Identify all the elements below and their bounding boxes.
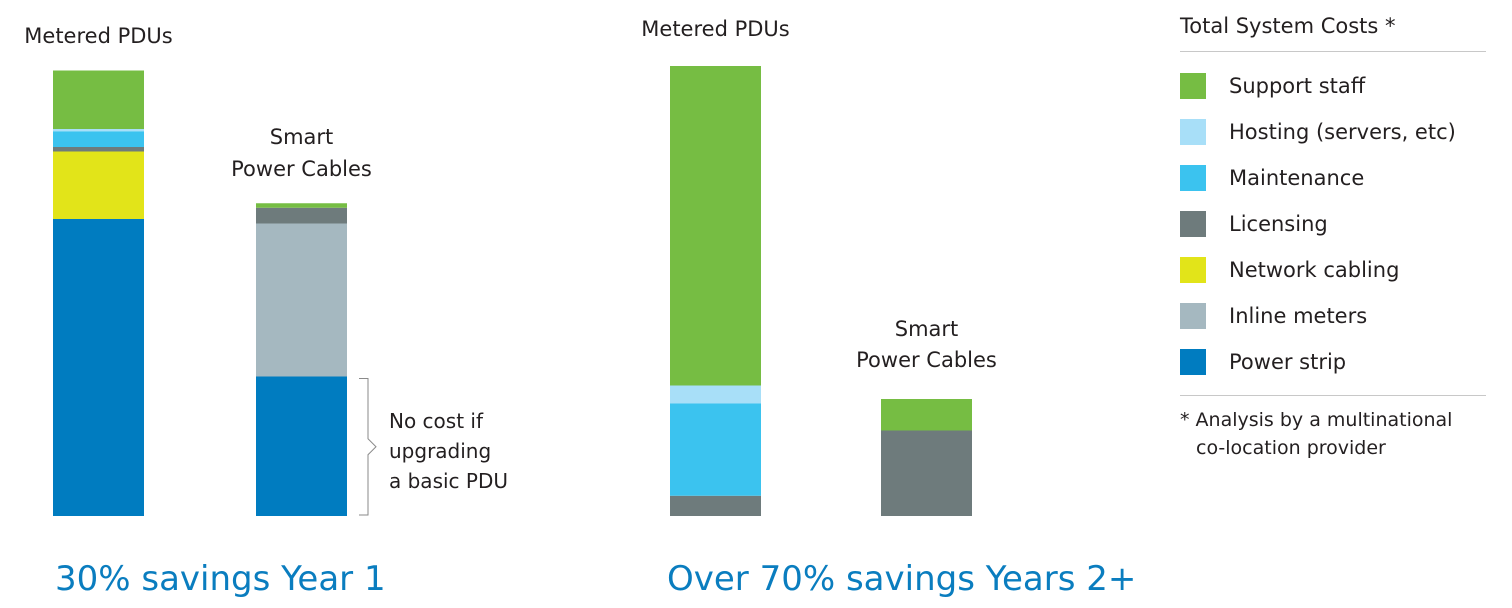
legend-title: Total System Costs * <box>1180 14 1396 38</box>
legend-footnote-line1: * Analysis by a multinational <box>1180 409 1453 431</box>
legend-footnote: * Analysis by a multinational co-locatio… <box>1180 406 1452 462</box>
bar-segment-maintenance-metered-pdus <box>670 403 761 496</box>
bar-segment-licensing-metered-pdus <box>53 147 144 152</box>
annotation-text-line3: a basic PDU <box>389 469 508 493</box>
bar-segment-hosting-servers-etc-metered-pdus <box>53 129 144 132</box>
cost-comparison-charts: Metered PDUs Smart Power Cables No cost if u… <box>24 17 1136 599</box>
legend-footnote-line2: co-location provider <box>1196 437 1386 459</box>
bar-segment-licensing-smart-power-cables <box>881 430 972 516</box>
legend-item-support-staff: Support staff <box>1180 73 1486 99</box>
legend-label-support-staff: Support staff <box>1229 74 1366 98</box>
legend-item-network-cabling: Network cabling <box>1180 257 1486 283</box>
bar-segment-licensing-smart-power-cables <box>256 207 347 224</box>
legend-label-maintenance: Maintenance <box>1229 166 1365 190</box>
legend-item-hosting: Hosting (servers, etc) <box>1180 119 1486 145</box>
bar-segment-power-strip-smart-power-cables <box>256 376 347 516</box>
legend-item-inline-meters: Inline meters <box>1180 303 1486 329</box>
category-label-metered-pdus: Metered PDUs <box>641 17 789 41</box>
legend-label-network-cabling: Network cabling <box>1229 258 1400 282</box>
category-label-smart-power-cables-line2: Power Cables <box>856 348 997 372</box>
chart-2: Metered PDUs Smart Power Cables Over 70% sa… <box>641 17 1136 599</box>
legend-swatch-power-strip <box>1180 349 1206 375</box>
legend-label-power-strip: Power strip <box>1229 350 1347 374</box>
category-label-smart-power-cables-line1: Smart <box>895 317 959 341</box>
legend-label-inline-meters: Inline meters <box>1229 304 1368 328</box>
bar-segment-support-staff-smart-power-cables <box>256 203 347 208</box>
legend-swatch-network-cabling <box>1180 257 1206 283</box>
legend-divider-bottom <box>1180 395 1486 396</box>
chart-2-title: Over 70% savings Years 2+ <box>667 559 1136 599</box>
legend-label-hosting: Hosting (servers, etc) <box>1229 120 1456 144</box>
annotation-text-line1: No cost if <box>389 409 484 433</box>
bar-segment-support-staff-metered-pdus <box>670 66 761 386</box>
category-label-metered-pdus: Metered PDUs <box>24 24 172 48</box>
legend-item-power-strip: Power strip <box>1180 349 1486 375</box>
legend-swatch-maintenance <box>1180 165 1206 191</box>
category-label-smart-power-cables-line2: Power Cables <box>231 157 372 181</box>
bar-segment-power-strip-metered-pdus <box>53 219 144 516</box>
legend-swatch-hosting <box>1180 119 1206 145</box>
legend-swatch-support-staff <box>1180 73 1206 99</box>
bar-segment-hosting-servers-etc-metered-pdus <box>670 385 761 404</box>
annotation-text-line2: upgrading <box>389 439 491 463</box>
bar-segment-support-staff-smart-power-cables <box>881 399 972 431</box>
legend-item-licensing: Licensing <box>1180 211 1486 237</box>
chart-1-title: 30% savings Year 1 <box>55 559 386 599</box>
bar-segment-inline-meters-smart-power-cables <box>256 223 347 377</box>
bar-segment-maintenance-metered-pdus <box>53 131 144 147</box>
bar-segment-support-staff-metered-pdus <box>53 70 144 129</box>
legend-item-maintenance: Maintenance <box>1180 165 1486 191</box>
chart-1: Metered PDUs Smart Power Cables No cost if u… <box>24 24 508 599</box>
category-label-smart-power-cables-line1: Smart <box>270 125 334 149</box>
annotation-bracket <box>359 378 377 516</box>
legend-label-licensing: Licensing <box>1229 212 1328 236</box>
legend-swatch-licensing <box>1180 211 1206 237</box>
legend-swatch-inline-meters <box>1180 303 1206 329</box>
bar-segment-network-cabling-metered-pdus <box>53 151 144 219</box>
legend-divider-top <box>1180 51 1486 52</box>
bar-segment-licensing-metered-pdus <box>670 495 761 516</box>
